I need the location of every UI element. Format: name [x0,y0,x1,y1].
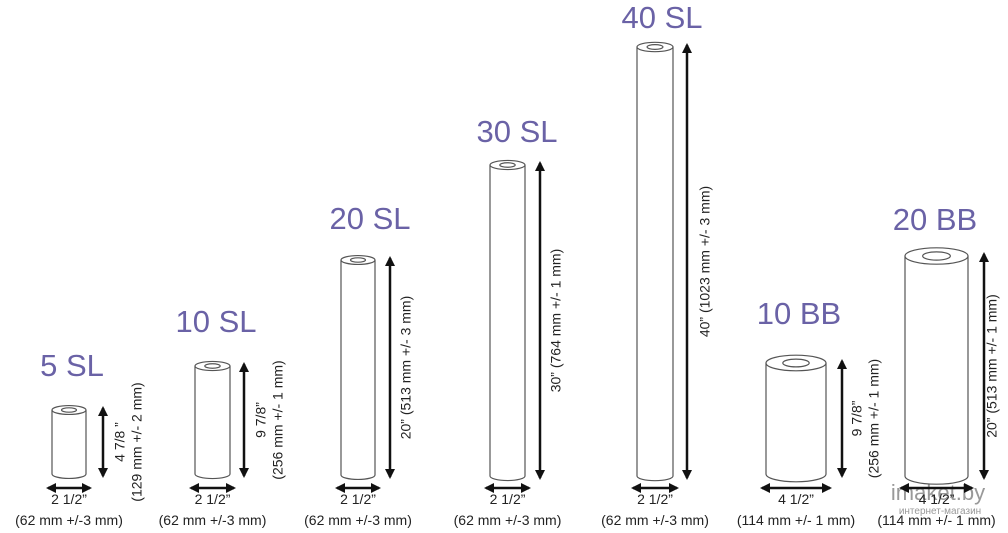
cartridge [51,410,87,480]
width-mm-label: (62 mm +/-3 mm) [304,512,412,528]
width-label: 2 1/2” [51,491,87,507]
cartridge-hole [499,162,516,168]
height-label: 9 7/8” [253,402,269,438]
height-label: (256 mm +/- 1 mm) [270,360,286,479]
cartridge [340,260,376,481]
cartridge [489,165,526,482]
cartridge-title: 10 BB [757,296,841,331]
width-mm-label: (62 mm +/-3 mm) [159,512,267,528]
width-mm-label: (114 mm +/- 1 mm) [877,512,995,528]
cartridge [636,47,674,482]
cartridge-hole [922,251,951,261]
cartridge-title: 20 SL [329,201,410,236]
watermark-tagline: интернет-магазин [899,506,981,517]
cartridge [904,256,969,485]
height-label: (129 mm +/- 2 mm) [129,382,145,501]
cartridge-hole [782,358,810,368]
width-label: 2 1/2” [340,491,376,507]
width-mm-label: (62 mm +/-3 mm) [454,512,562,528]
width-label: 4 1/2” [919,491,955,507]
height-label: 30” (764 mm +/- 1 mm) [548,249,564,393]
width-label: 2 1/2” [490,491,526,507]
cartridge-title: 30 SL [476,114,557,149]
cartridge [765,363,827,483]
cartridge-hole [349,257,367,263]
height-label: 40” (1023 mm +/- 3 mm) [697,186,713,337]
cartridge-title: 40 SL [621,0,702,35]
cartridge [194,366,231,480]
width-mm-label: (62 mm +/-3 mm) [15,512,123,528]
width-label: 4 1/2” [778,491,814,507]
width-label: 2 1/2” [195,491,231,507]
height-label: 9 7/8” [849,400,865,436]
height-label: 20” (513 mm +/- 1 mm) [984,294,1000,438]
width-mm-label: (114 mm +/- 1 mm) [737,512,855,528]
cartridge-title: 10 SL [175,304,256,339]
cartridge-title: 20 BB [893,202,977,237]
cartridge-hole [204,363,221,369]
cartridge-title: 5 SL [40,348,104,383]
width-label: 2 1/2” [637,491,673,507]
cartridge-hole [646,44,664,50]
width-mm-label: (62 mm +/-3 mm) [601,512,709,528]
height-label: (256 mm +/- 1 mm) [866,359,882,478]
height-label: 20” (513 mm +/- 3 mm) [398,296,414,440]
cartridge-hole [60,407,78,413]
height-label: 4 7/8 ” [112,422,128,462]
